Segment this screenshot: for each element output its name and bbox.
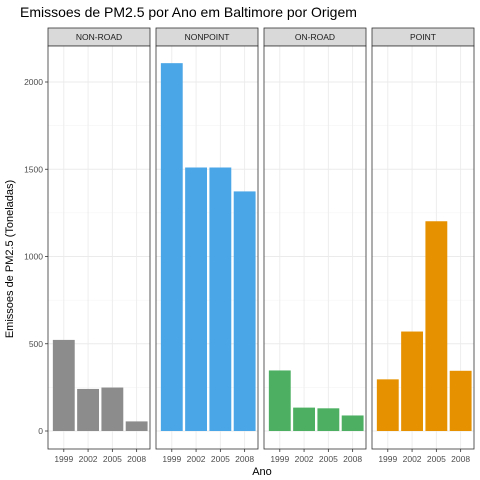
facet-strip-label: NONPOINT	[185, 32, 230, 42]
facet-strip-label: POINT	[410, 32, 436, 42]
x-tick-label: 1999	[54, 454, 73, 464]
facet-strip-label: ON-ROAD	[295, 32, 335, 42]
panel-border	[263, 45, 367, 450]
facet-panel-nonpoint: NONPOINT 1999 2002 2005 2008	[155, 27, 259, 464]
facet-panels: NON-ROAD 1999 2002 2005 2008 NONPOINT 1999 2002…	[47, 27, 475, 464]
bar-on-road-2002	[293, 407, 315, 431]
x-tick-label: 2002	[403, 454, 422, 464]
y-axis-title: Emissoes de PM2.5 (Toneladas)	[4, 180, 16, 338]
bar-non-road-1999	[52, 339, 75, 431]
bar-point-2002	[401, 331, 423, 431]
y-tick-label: 0	[38, 426, 43, 436]
facet-panel-on-road: ON-ROAD 1999 2002 2005 2008	[263, 27, 367, 464]
x-tick-label: 1999	[270, 454, 289, 464]
bar-point-1999	[376, 379, 399, 431]
bar-point-2005	[425, 221, 448, 431]
bar-nonpoint-2008	[233, 191, 256, 431]
x-tick-label: 2005	[211, 454, 230, 464]
y-tick-label: 500	[29, 339, 43, 349]
x-tick-label: 2008	[127, 454, 146, 464]
x-tick-label: 2002	[79, 454, 98, 464]
bar-point-2008	[449, 370, 472, 431]
x-tick-label: 2008	[343, 454, 362, 464]
bar-non-road-2005	[101, 387, 124, 431]
bar-nonpoint-2002	[185, 167, 207, 431]
x-tick-label: 2008	[235, 454, 254, 464]
x-tick-label: 2008	[451, 454, 470, 464]
bar-non-road-2002	[77, 388, 99, 431]
facet-panel-point: POINT 1999 2002 2005 2008	[371, 27, 475, 464]
x-tick-label: 2002	[295, 454, 314, 464]
bar-on-road-2005	[317, 408, 340, 431]
x-tick-label: 2005	[103, 454, 122, 464]
x-tick-label: 1999	[162, 454, 181, 464]
x-tick-label: 2002	[187, 454, 206, 464]
panel-border	[47, 45, 151, 450]
panel-border	[155, 45, 259, 450]
x-tick-label: 2005	[319, 454, 338, 464]
x-axis-title: Ano	[252, 466, 272, 478]
y-tick-label: 2000	[24, 77, 43, 87]
y-tick-label: 1500	[24, 164, 43, 174]
bar-nonpoint-1999	[160, 63, 183, 432]
facet-strip-label: NON-ROAD	[76, 32, 122, 42]
y-axis: 0 500 1000 1500 2000	[24, 77, 48, 436]
panel-border	[371, 45, 475, 450]
x-tick-label: 1999	[378, 454, 397, 464]
y-tick-label: 1000	[24, 252, 43, 262]
bar-on-road-2008	[341, 415, 364, 431]
bar-non-road-2008	[125, 421, 148, 431]
bar-on-road-1999	[268, 370, 291, 431]
facet-panel-non-road: NON-ROAD 1999 2002 2005 2008	[47, 27, 151, 464]
chart-title: Emissoes de PM2.5 por Ano em Baltimore p…	[20, 4, 357, 20]
x-tick-label: 2005	[427, 454, 446, 464]
bar-nonpoint-2005	[209, 167, 232, 431]
